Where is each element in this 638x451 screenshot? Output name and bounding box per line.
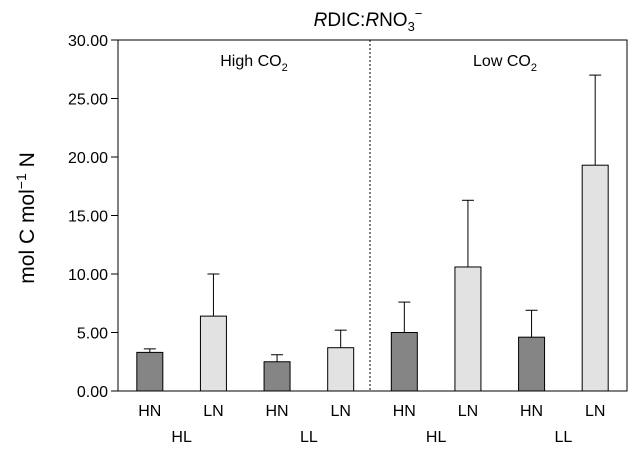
x-tick-label: HN (520, 403, 543, 420)
y-tick-label: 15.00 (68, 209, 108, 226)
bar (518, 336, 546, 392)
x-tick-label: LN (458, 403, 478, 420)
x-axis: HN LN HN LN HN LN HN LN HL LL HL LL (138, 403, 605, 446)
bar (390, 332, 418, 392)
x-tick-label: HN (393, 403, 416, 420)
bar (327, 347, 355, 392)
y-axis-label: mol C mol−1 N (13, 152, 39, 283)
x-tick-label: LN (330, 403, 350, 420)
y-axis: 0.00 5.00 10.00 15.00 20.00 25.00 30.00 (68, 33, 118, 401)
x-group-label: HL (426, 429, 447, 446)
y-tick-label: 30.00 (68, 33, 108, 50)
y-tick-label: 5.00 (77, 326, 108, 343)
x-tick-label: LN (585, 403, 605, 420)
plot-frame (117, 39, 628, 392)
x-tick-label: LN (203, 403, 223, 420)
chart-title: RDIC:RNO3− (314, 6, 423, 34)
x-group-label: LL (554, 429, 572, 446)
x-group-label: LL (300, 429, 318, 446)
bar (199, 315, 227, 392)
bar (136, 351, 164, 392)
bar (581, 164, 609, 392)
panel-label-low-co2: Low CO2 (473, 53, 537, 74)
y-tick-label: 20.00 (68, 150, 108, 167)
x-group-label: HL (171, 429, 192, 446)
bar (454, 266, 482, 392)
x-tick-label: HN (266, 403, 289, 420)
y-tick-label: 25.00 (68, 92, 108, 109)
bars (136, 74, 609, 392)
y-tick-label: 0.00 (77, 384, 108, 401)
x-tick-label: HN (138, 403, 161, 420)
panel-label-high-co2: High CO2 (220, 53, 287, 74)
y-tick-label: 10.00 (68, 267, 108, 284)
bar (263, 361, 291, 392)
